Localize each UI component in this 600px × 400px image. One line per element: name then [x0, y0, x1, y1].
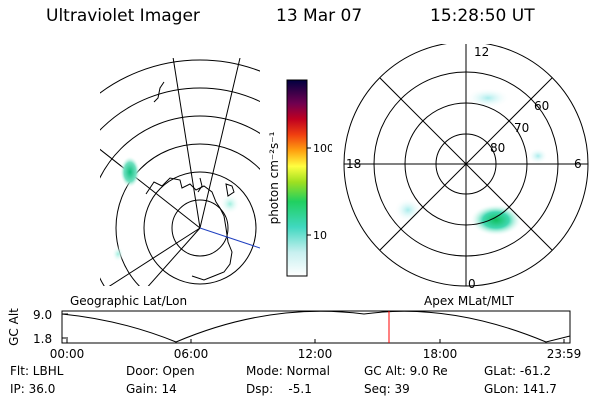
info-seq: Seq: 39: [364, 382, 410, 396]
geographic-map: [100, 58, 260, 286]
alt-tick-low: 1.8: [33, 332, 52, 346]
colorbar: 100 10 photon cm⁻²s⁻¹: [267, 79, 332, 277]
info-ip: IP: 36.0: [10, 382, 56, 396]
mlt-label-12: 12: [474, 45, 489, 59]
date-label: 13 Mar 07: [276, 6, 363, 26]
time-tick: 12:00: [298, 347, 333, 361]
apex-caption: Apex MLat/MLT: [424, 294, 514, 308]
altitude-curve: [61, 310, 571, 343]
instrument-title: Ultraviolet Imager: [46, 6, 200, 26]
mlt-label-18: 18: [346, 157, 361, 171]
info-door: Door: Open: [126, 364, 195, 378]
mlat-label-70: 70: [514, 121, 529, 135]
alt-axis-label: GC Alt: [7, 308, 21, 346]
mlt-label-6: 6: [574, 157, 582, 171]
colorbar-gradient: [286, 79, 308, 277]
info-filter: Flt: LBHL: [10, 364, 64, 378]
time-label: 15:28:50 UT: [430, 6, 535, 26]
time-tick: 06:00: [174, 347, 209, 361]
plot-frame: [61, 310, 571, 344]
mlat-label-60: 60: [534, 99, 549, 113]
mlt-label-0: 0: [468, 277, 476, 291]
time-tick: 23:59: [547, 347, 582, 361]
altitude-track-plot: 9.0 1.8 GC Alt 00:00 06:00 12:00 18:00 2…: [7, 308, 582, 361]
colorbar-tick: 10: [313, 229, 327, 242]
info-gain: Gain: 14: [126, 382, 177, 396]
time-tick: 18:00: [423, 347, 458, 361]
alt-tick-high: 9.0: [33, 308, 52, 322]
geo-caption: Geographic Lat/Lon: [70, 294, 188, 308]
colorbar-unit-label: photon cm⁻²s⁻¹: [267, 131, 281, 224]
info-glon: GLon: 141.7: [484, 382, 557, 396]
mlat-label-80: 80: [490, 141, 505, 155]
info-glat: GLat: -61.2: [484, 364, 551, 378]
info-gc-alt: GC Alt: 9.0 Re: [364, 364, 448, 378]
info-mode: Mode: Normal: [246, 364, 330, 378]
polar-map: 12 18 6 0 60 70 80: [343, 44, 589, 291]
info-dsp: Dsp: -5.1: [246, 382, 312, 396]
time-tick: 00:00: [50, 347, 85, 361]
colorbar-tick: 100: [313, 142, 332, 155]
